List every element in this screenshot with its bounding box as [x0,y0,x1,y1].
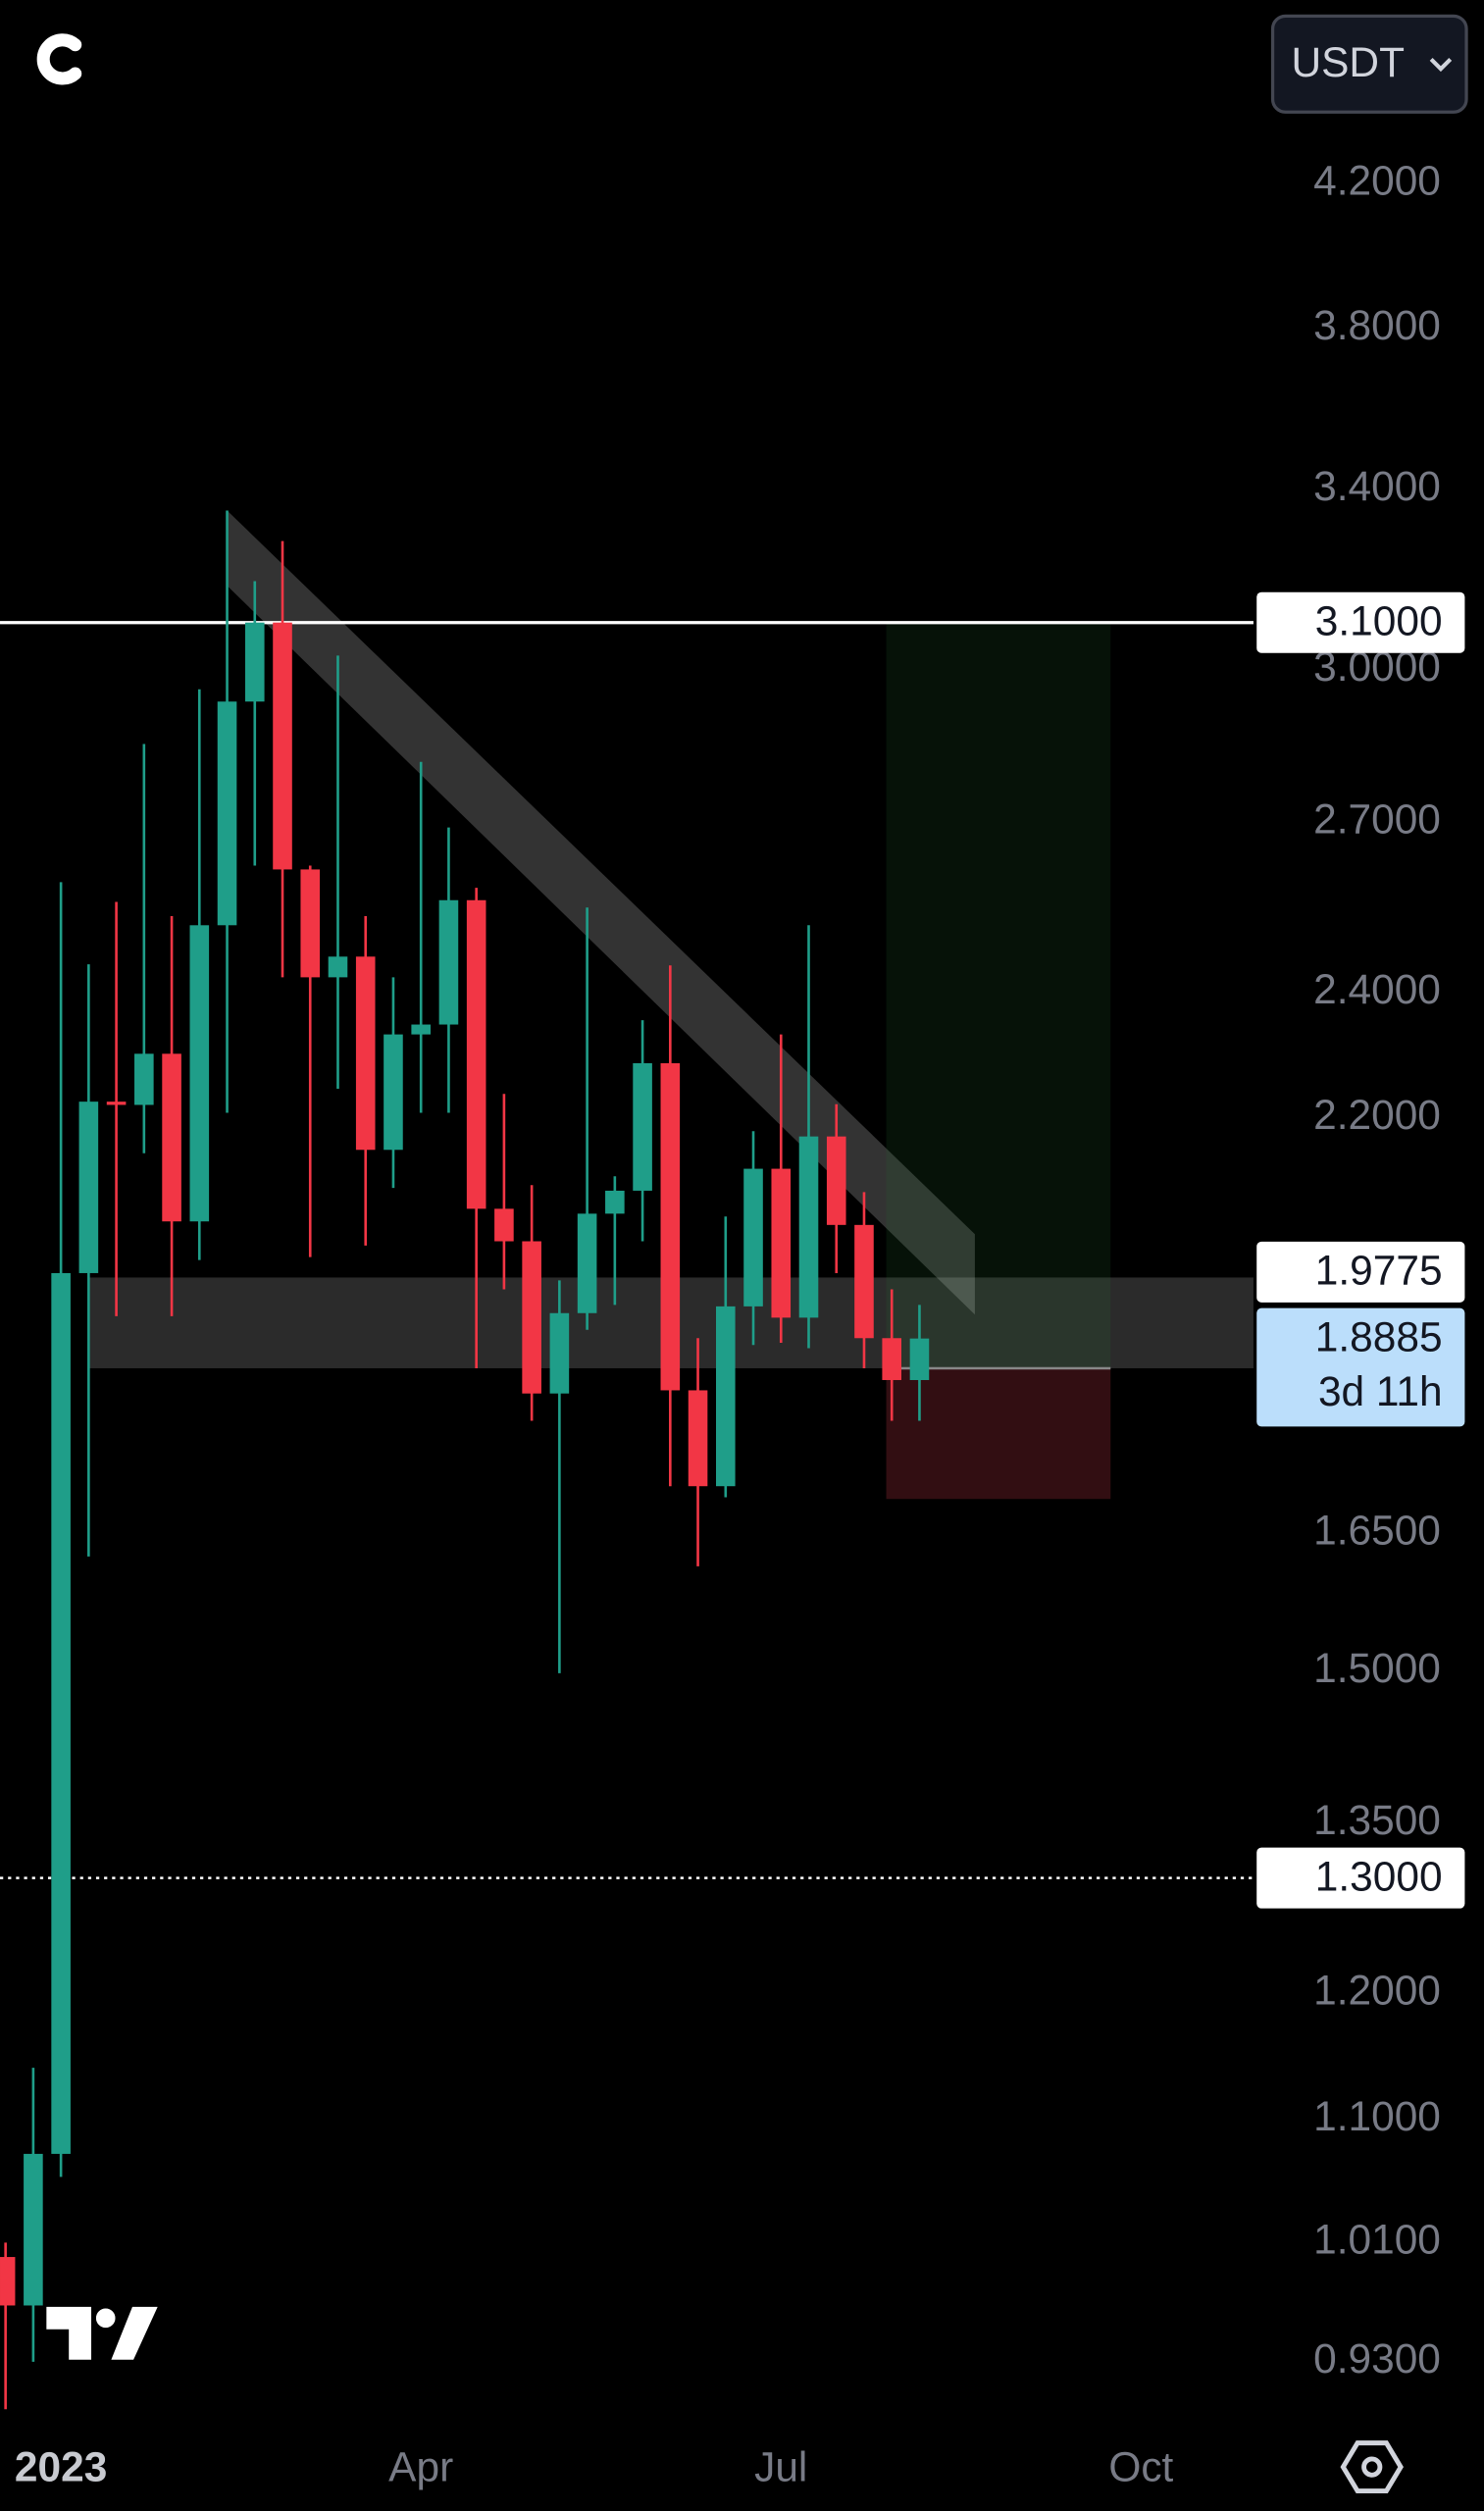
y-tick-label: 1.3500 [1313,1797,1441,1843]
candle-body [384,1034,403,1151]
y-tick-label: 3.4000 [1313,463,1441,509]
y-tick-label: 2.7000 [1313,795,1441,842]
candle-body [577,1213,597,1313]
candle-body [798,1136,819,1318]
candle-body [522,1241,541,1394]
candle-body [771,1168,792,1318]
candle-body [494,1208,514,1242]
candle-body [217,701,237,926]
candle-body [134,1053,154,1105]
chevron[interactable] [1429,57,1453,73]
candle-body [51,1272,71,2154]
candle-body [549,1312,570,1394]
candle-body [466,899,486,1209]
candle-body [438,899,459,1025]
price-label: 1.9775 [1315,1248,1443,1294]
candle-body [328,956,348,978]
candle-body [162,1053,181,1222]
settings-icon[interactable] [1340,2440,1404,2494]
candle-body [715,1306,736,1487]
candle-body [826,1136,846,1225]
y-tick-label: 1.1000 [1313,2093,1441,2139]
countdown-label: 3d 11h [1318,1368,1443,1414]
candle-body [300,869,321,978]
candle-body [0,2257,16,2306]
tradingview-logo [43,2303,163,2364]
logo-part [43,2303,95,2364]
plot-area [0,510,1254,2410]
currency-text[interactable]: USDT [1292,39,1405,85]
logo [36,33,82,85]
y-tick-label: 2.4000 [1313,966,1441,1012]
candle-body [743,1168,763,1307]
price-labels: 3.1000 1.9775 1.8885 3d 11h 1.3000 [1256,591,1465,1909]
candle-body [854,1224,874,1339]
price-label: 1.8885 [1315,1313,1443,1359]
price-label: 1.3000 [1315,1853,1443,1899]
price-label-box [1256,1847,1465,1909]
y-tick-label: 4.2000 [1313,158,1441,204]
candle-body [273,622,292,870]
y-tick-label: 3.8000 [1313,302,1441,348]
logo-part [92,2305,119,2332]
candle-body [78,1102,99,1273]
y-tick-label: 2.2000 [1313,1092,1441,1138]
candle-body [882,1338,901,1380]
candle-body [24,2153,43,2306]
x-tick-label: 2023 [15,2444,107,2490]
y-tick-label: 0.9300 [1313,2335,1441,2382]
currency-button[interactable]: USDT [1270,14,1468,114]
position-stop [886,1367,1111,1500]
price-label-box [1256,1307,1465,1427]
candle-body [106,1102,127,1105]
candle-body [411,1024,431,1035]
position-target [886,622,1111,1368]
settings-button[interactable] [1340,2440,1404,2494]
price-label-box [1256,591,1465,653]
x-tick-label: Oct [1108,2444,1173,2490]
price-axis: 4.20003.80003.40003.00002.70002.40002.20… [15,158,1441,2490]
candle-body [909,1338,930,1380]
price-label: 3.1000 [1315,598,1443,644]
x-tick-label: Jul [754,2444,807,2490]
candle-body [688,1390,708,1487]
y-tick-label: 1.2000 [1313,1968,1441,2014]
icons: USDT [36,14,1468,2494]
currency-button-box[interactable] [1270,14,1468,114]
candle-body [355,956,376,1151]
candle-body [633,1062,652,1191]
y-tick-label: 1.0100 [1313,2217,1441,2263]
candle-body [189,925,210,1222]
candle-body [244,622,265,702]
candle-body [660,1062,681,1391]
settings-icon-center[interactable] [1361,2456,1383,2478]
y-tick-label: 1.6500 [1313,1508,1441,1554]
candle-body [605,1190,625,1214]
y-tick-label: 1.5000 [1313,1645,1441,1691]
logo-part [106,2303,163,2364]
price-label-box [1256,1241,1465,1303]
x-tick-label: Apr [388,2444,453,2490]
trend-channel [227,510,975,1315]
